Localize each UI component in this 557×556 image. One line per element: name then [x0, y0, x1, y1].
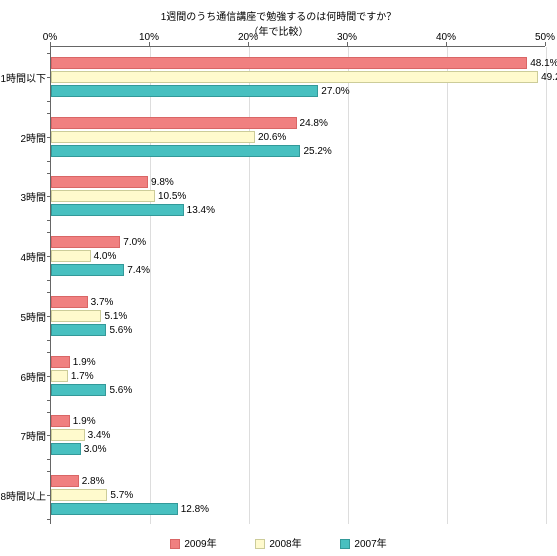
- bar-2007年: [51, 85, 318, 97]
- chart-title: 1週間のうち通信講座で勉強するのは何時間ですか？ （年で比較）: [0, 8, 557, 38]
- bar-2007年: [51, 384, 106, 396]
- bar-2009年: [51, 475, 79, 487]
- y-tick: [47, 292, 51, 293]
- bar-value: 10.5%: [158, 191, 186, 202]
- plot-area: 48.1%49.2%27.0%24.8%20.6%25.2%9.8%10.5%1…: [50, 46, 545, 524]
- swatch-2009: [170, 539, 180, 549]
- legend-item-2007: 2007年: [340, 535, 386, 550]
- bar-value: 48.1%: [530, 58, 557, 69]
- bar-value: 3.7%: [91, 297, 114, 308]
- bar-2007年: [51, 324, 106, 336]
- category-label: 3時間: [0, 189, 46, 204]
- bar-value: 5.7%: [110, 490, 133, 501]
- x-tick: [347, 42, 348, 46]
- bar-value: 5.1%: [104, 311, 127, 322]
- bar-value: 5.6%: [109, 385, 132, 396]
- bar-2007年: [51, 145, 300, 157]
- bar-2009年: [51, 176, 148, 188]
- bar-value: 3.4%: [88, 430, 111, 441]
- bar-value: 1.9%: [73, 416, 96, 427]
- bar-value: 20.6%: [258, 132, 286, 143]
- chart-container: 1週間のうち通信講座で勉強するのは何時間ですか？ （年で比較） 48.1% 49.…: [0, 0, 557, 556]
- category-label: 5時間: [0, 309, 46, 324]
- y-tick: [47, 161, 51, 162]
- bar-value: 24.8%: [300, 118, 328, 129]
- y-tick: [47, 280, 51, 281]
- x-tick: [50, 42, 51, 46]
- bar-2009年: [51, 117, 297, 129]
- y-tick: [47, 101, 51, 102]
- bar-value: 2.8%: [82, 476, 105, 487]
- category-label: 4時間: [0, 249, 46, 264]
- y-tick: [47, 352, 51, 353]
- category-label: 8時間以上: [0, 488, 46, 503]
- category-label: 1時間以下: [0, 70, 46, 85]
- x-tick: [149, 42, 150, 46]
- bar-value: 3.0%: [84, 444, 107, 455]
- bar-value: 7.4%: [127, 265, 150, 276]
- legend-item-2009: 2009年: [170, 535, 216, 550]
- bar-value: 12.8%: [181, 504, 209, 515]
- y-tick: [47, 113, 51, 114]
- y-tick: [47, 220, 51, 221]
- bar-2008年: [51, 429, 85, 441]
- gridline: [348, 47, 349, 524]
- legend-item-2008: 2008年: [255, 535, 301, 550]
- title-line1: 1週間のうち通信講座で勉強するのは何時間ですか？: [161, 12, 397, 23]
- swatch-2008: [255, 539, 265, 549]
- category-label: 6時間: [0, 369, 46, 384]
- bar-value: 1.7%: [71, 371, 94, 382]
- y-tick: [47, 519, 51, 520]
- y-tick: [47, 412, 51, 413]
- legend: 2009年 2008年 2007年: [0, 535, 557, 550]
- bar-2009年: [51, 296, 88, 308]
- bar-value: 7.0%: [123, 237, 146, 248]
- category-label: 7時間: [0, 428, 46, 443]
- gridline: [447, 47, 448, 524]
- y-tick: [47, 173, 51, 174]
- bar-value: 5.6%: [109, 325, 132, 336]
- bar-value: 4.0%: [94, 251, 117, 262]
- y-tick: [47, 53, 51, 54]
- bar-2007年: [51, 204, 184, 216]
- bar-2007年: [51, 443, 81, 455]
- bar-2007年: [51, 503, 178, 515]
- bar-value: 49.2%: [541, 72, 557, 83]
- gridline: [546, 47, 547, 524]
- bar-value: 1.9%: [73, 357, 96, 368]
- x-tick: [248, 42, 249, 46]
- bar-2008年: [51, 310, 101, 322]
- y-tick: [47, 400, 51, 401]
- bar-2008年: [51, 250, 91, 262]
- swatch-2007: [340, 539, 350, 549]
- bar-2007年: [51, 264, 124, 276]
- bar-value: 9.8%: [151, 177, 174, 188]
- bar-2008年: [51, 489, 107, 501]
- bar-2009年: [51, 415, 70, 427]
- bar-value: 27.0%: [321, 86, 349, 97]
- bar-2008年: [51, 71, 538, 83]
- bar-2009年: [51, 57, 527, 69]
- bar-2008年: [51, 131, 255, 143]
- y-tick: [47, 340, 51, 341]
- bar-2009年: [51, 236, 120, 248]
- category-label: 2時間: [0, 130, 46, 145]
- x-tick: [446, 42, 447, 46]
- bar-2009年: [51, 356, 70, 368]
- x-tick: [545, 42, 546, 46]
- y-tick: [47, 471, 51, 472]
- y-tick: [47, 459, 51, 460]
- bar-2008年: [51, 370, 68, 382]
- bar-2008年: [51, 190, 155, 202]
- y-tick: [47, 232, 51, 233]
- bar-value: 13.4%: [187, 205, 215, 216]
- bar-value: 25.2%: [303, 146, 331, 157]
